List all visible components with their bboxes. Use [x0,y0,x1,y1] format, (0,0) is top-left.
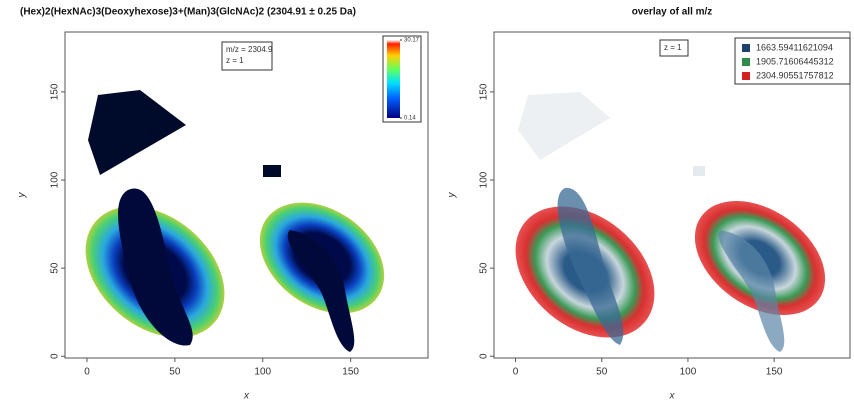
legend-label: 1905.71606445312 [756,56,834,66]
x-tick-label: 100 [680,367,697,378]
y-axis-label: y [447,192,458,199]
colorbar [387,40,400,118]
panel-title: (Hex)2(HexNAc)3(Deoxyhexose)3+(Man)3(Glc… [20,7,356,18]
x-tick-label: 50 [169,367,181,378]
x-tick-label: 0 [513,367,519,378]
legend-swatch [742,44,750,52]
y-tick-label: 150 [479,83,490,100]
overlay-image [515,92,826,352]
x-axis-label: x [243,391,250,402]
annotation: m/z = 2304.9 [226,45,273,54]
legend-box [734,37,851,85]
x-tick-label: 150 [342,367,359,378]
plot-frame [64,31,429,359]
y-tick-label: 100 [50,171,61,188]
legend-label: 2304.90551757812 [756,70,834,80]
annotation: z = 1 [664,43,682,52]
legend-swatch [742,58,750,66]
legend-swatch [742,72,750,80]
y-tick-label: 50 [479,262,490,274]
panel-title: overlay of all m/z [632,7,713,18]
colorbar-label: 30.17 [404,38,420,44]
annotation: z = 1 [226,56,244,65]
tissue-image [85,90,385,352]
plot-frame [493,31,851,359]
y-tick-label: 0 [479,353,490,359]
legend-label: 1663.59411621094 [756,42,833,52]
annotation-box [659,39,689,57]
x-axis-label: x [669,391,676,402]
annotation-box [221,41,273,71]
y-tick-label: 100 [479,171,490,188]
x-tick-label: 50 [596,367,608,378]
y-tick-label: 150 [50,83,61,100]
y-axis-label: y [17,192,28,199]
x-tick-label: 150 [766,367,783,378]
x-tick-label: 0 [84,367,90,378]
y-tick-label: 0 [50,353,61,359]
y-tick-label: 50 [50,262,61,274]
x-tick-label: 100 [254,367,271,378]
colorbar-label: 0.14 [404,116,416,122]
